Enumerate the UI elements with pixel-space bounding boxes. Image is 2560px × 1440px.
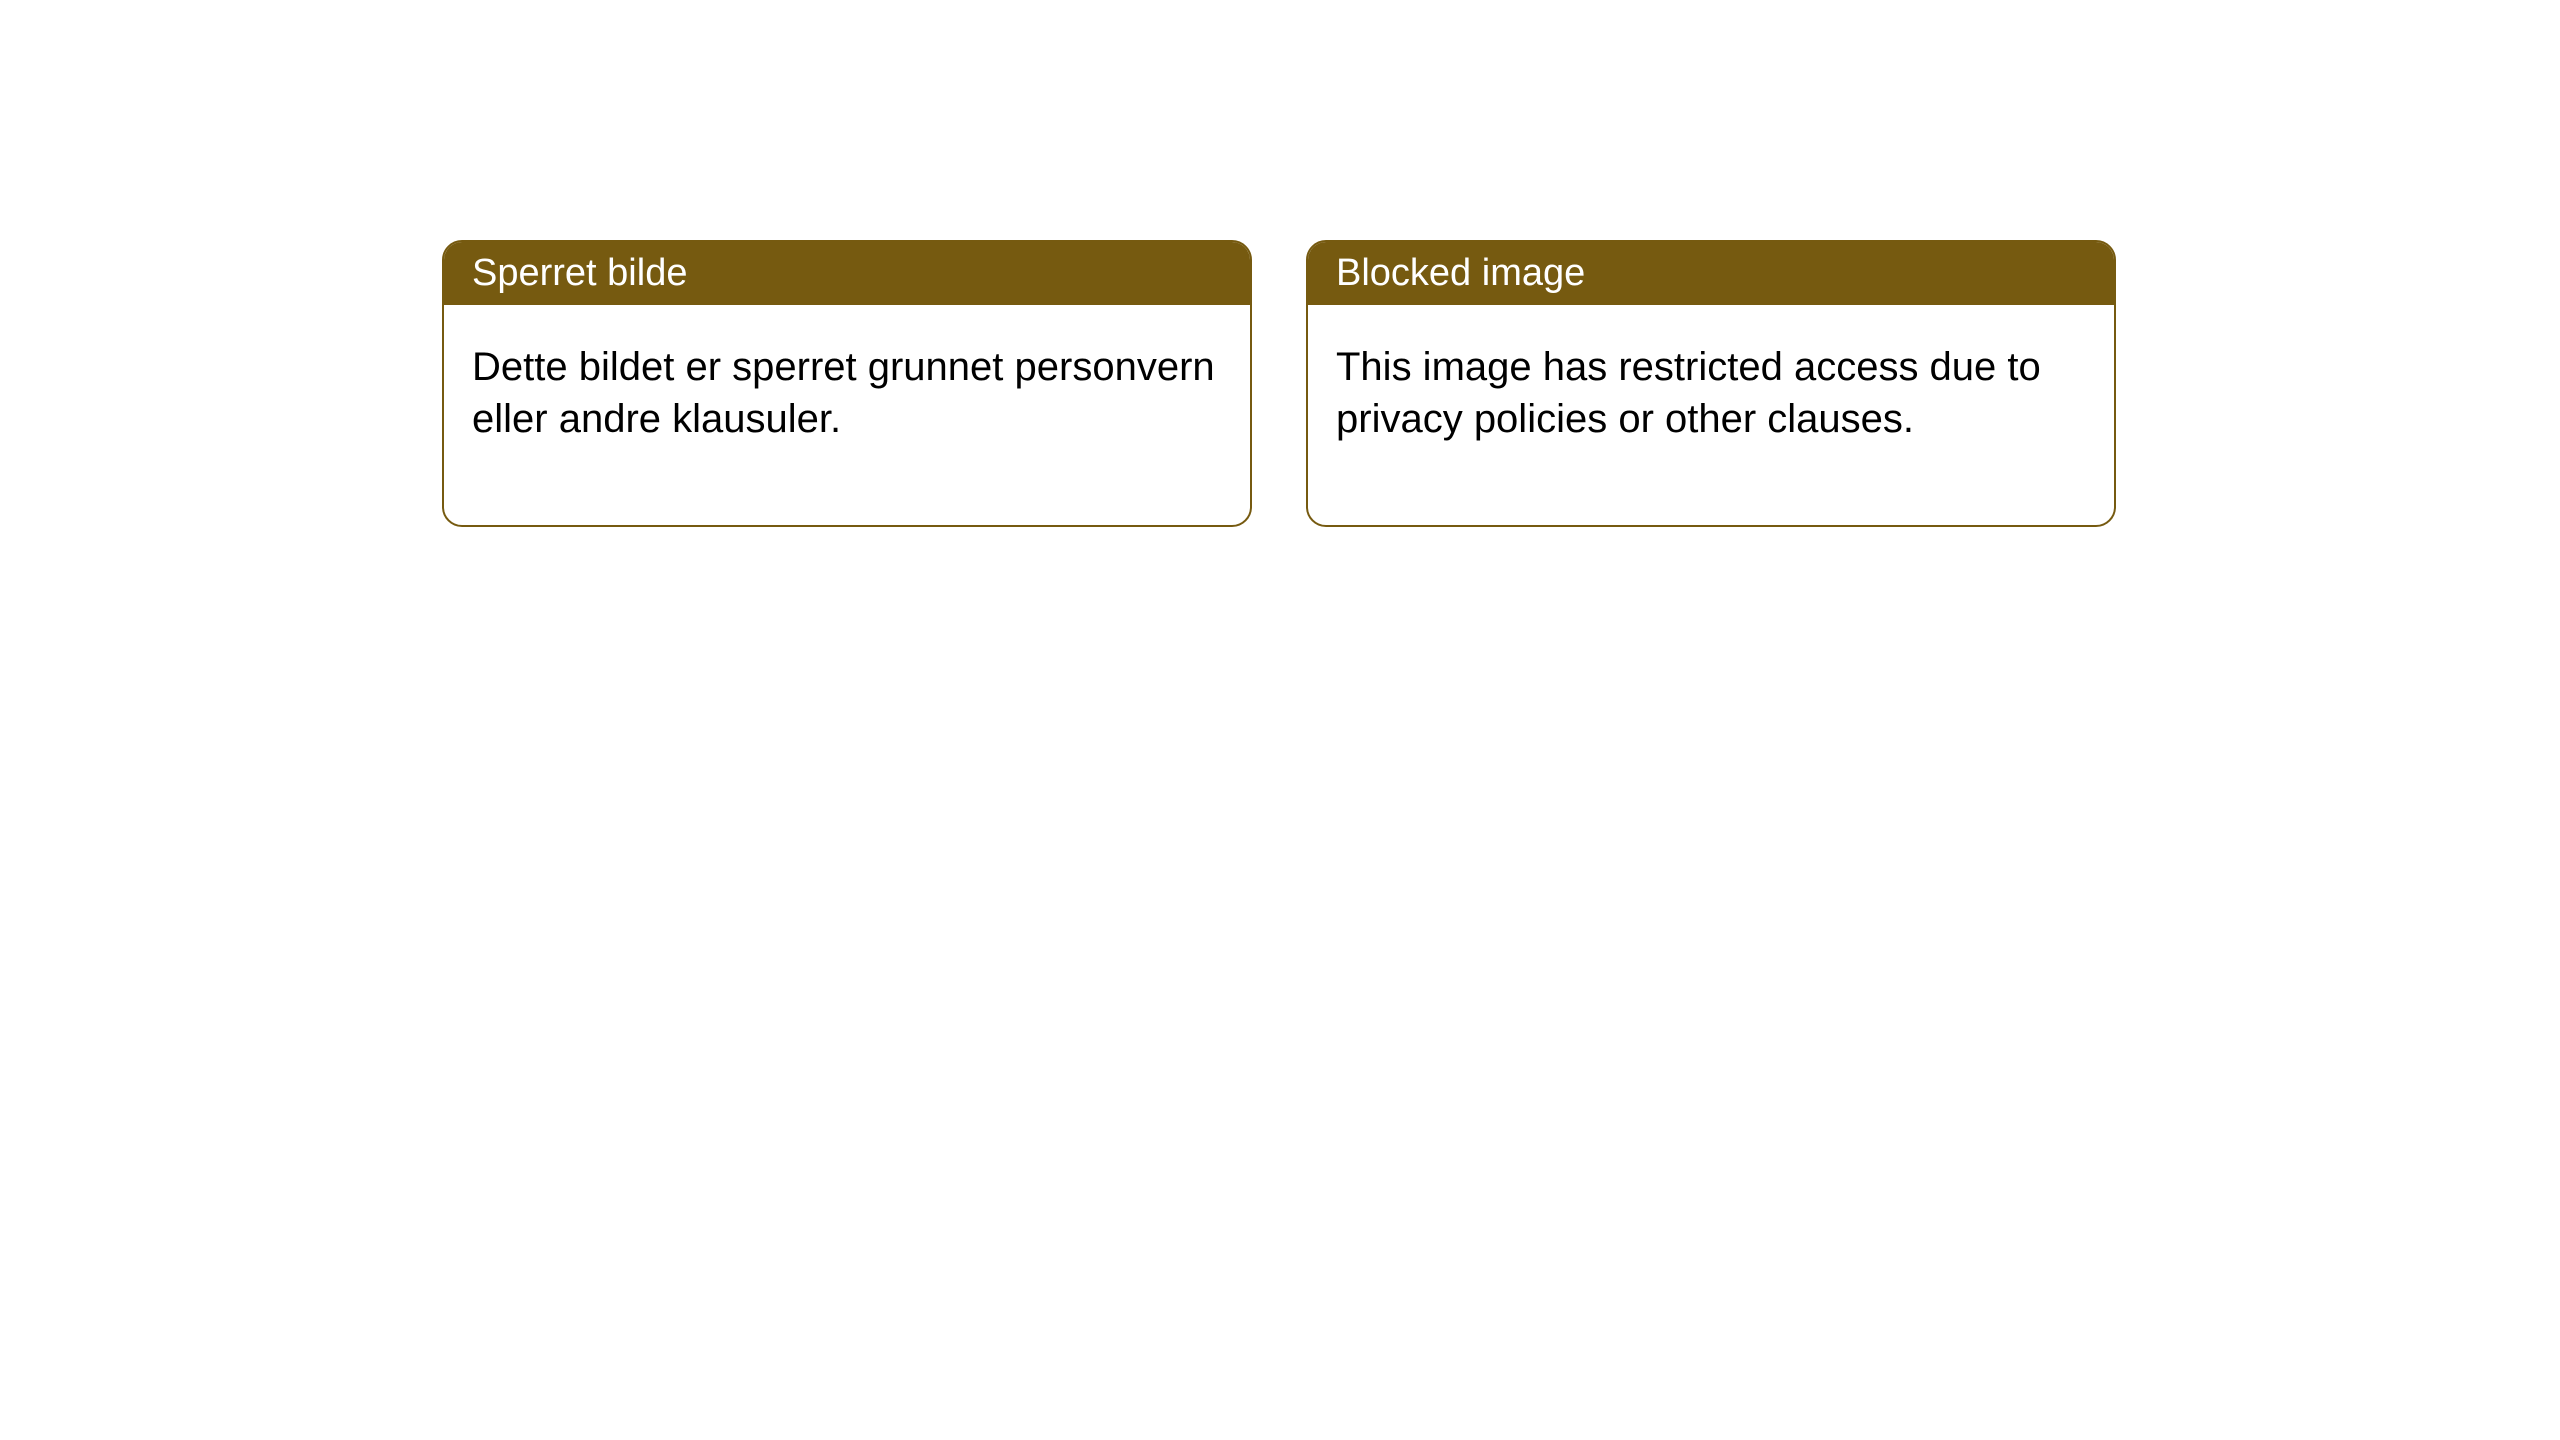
- notice-header: Blocked image: [1308, 242, 2114, 305]
- notice-title: Blocked image: [1336, 252, 1585, 294]
- notice-container: Sperret bilde Dette bildet er sperret gr…: [0, 0, 2560, 527]
- notice-body: Dette bildet er sperret grunnet personve…: [444, 305, 1250, 525]
- notice-title: Sperret bilde: [472, 252, 687, 294]
- notice-card-norwegian: Sperret bilde Dette bildet er sperret gr…: [442, 240, 1252, 527]
- notice-card-english: Blocked image This image has restricted …: [1306, 240, 2116, 527]
- notice-body: This image has restricted access due to …: [1308, 305, 2114, 525]
- notice-body-text: This image has restricted access due to …: [1336, 345, 2041, 441]
- notice-body-text: Dette bildet er sperret grunnet personve…: [472, 345, 1215, 441]
- notice-header: Sperret bilde: [444, 242, 1250, 305]
